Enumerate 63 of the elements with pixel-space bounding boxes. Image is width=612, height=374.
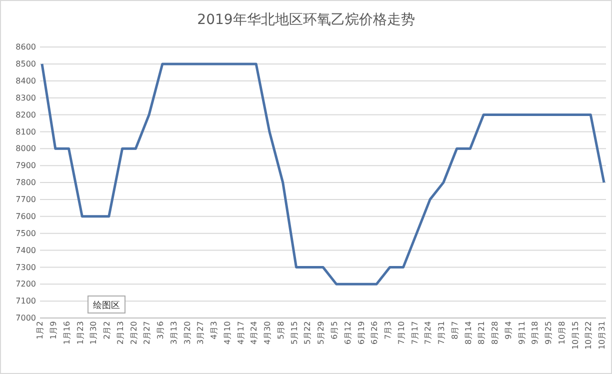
x-tick-label: 5月15 — [290, 321, 299, 344]
x-tick-label: 8月28 — [490, 321, 500, 344]
x-tick-label: 10月15 — [570, 321, 580, 350]
annotation: 绘图区 — [93, 300, 120, 311]
x-tick-label: 3月13 — [169, 321, 178, 344]
y-tick-label: 8200 — [16, 110, 36, 120]
y-tick-label: 7300 — [16, 262, 36, 272]
x-tick-label: 1月23 — [76, 321, 85, 344]
y-tick-label: 8600 — [16, 42, 36, 52]
y-tick-label: 7000 — [16, 314, 36, 323]
x-tick-label: 1月9 — [48, 321, 58, 340]
x-tick-label: 10月31 — [598, 321, 607, 350]
x-tick-label: 2月13 — [116, 321, 125, 344]
x-tick-label: 7月10 — [396, 321, 406, 344]
x-tick-label: 6月12 — [343, 321, 352, 344]
y-tick-label: 7700 — [16, 194, 36, 204]
y-tick-label: 8300 — [16, 93, 36, 102]
y-tick-label: 7900 — [16, 161, 36, 170]
y-tick-label: 7100 — [16, 296, 36, 306]
x-tick-label: 4月10 — [222, 321, 232, 344]
y-tick-label: 7200 — [16, 280, 36, 289]
x-tick-label: 8月21 — [477, 321, 486, 344]
x-tick-label: 10月8 — [557, 321, 566, 344]
x-tick-label: 3月27 — [196, 321, 206, 344]
chart-title: 2019年华北地区环氧乙烷价格走势 — [197, 12, 415, 28]
x-tick-label: 2月2 — [102, 321, 112, 340]
x-tick-label: 10月22 — [584, 321, 594, 350]
x-tick-label: 1月30 — [89, 321, 98, 344]
x-tick-label: 7月3 — [384, 321, 393, 340]
x-tick-label: 7月24 — [424, 321, 433, 344]
line-series — [40, 62, 606, 286]
y-tick-label: 8100 — [16, 127, 36, 136]
x-tick-label: 1月2 — [36, 321, 45, 340]
y-tick-label: 7800 — [16, 178, 36, 188]
y-tick-label: 8000 — [16, 144, 36, 154]
x-tick-label: 4月17 — [236, 321, 246, 344]
x-tick-label: 6月26 — [370, 321, 380, 344]
x-tick-label: 2月20 — [129, 321, 138, 344]
x-tick-label: 5月22 — [303, 321, 312, 344]
x-tick-label: 7月17 — [410, 321, 420, 344]
x-tick-label: 4月30 — [263, 321, 272, 344]
x-tick-label: 9月4 — [504, 321, 513, 340]
x-tick-label: 9月18 — [530, 321, 540, 344]
x-tick-label: 4月24 — [250, 321, 259, 344]
y-tick-label: 7500 — [16, 228, 36, 238]
x-tick-label: 7月31 — [437, 321, 446, 344]
x-tick-label: 8月14 — [464, 321, 473, 344]
x-tick-label: 9月11 — [517, 321, 526, 344]
y-tick-label: 7600 — [16, 212, 36, 221]
x-tick-label: 5月29 — [316, 321, 326, 344]
x-tick-label: 6月5 — [330, 321, 339, 340]
y-tick-label: 8500 — [16, 60, 36, 68]
y-tick-label: 8400 — [16, 76, 36, 86]
x-tick-label: 5月8 — [276, 321, 286, 340]
x-tick-label: 1月16 — [62, 321, 72, 344]
x-tick-label: 2月27 — [142, 321, 152, 344]
x-tick-label: 3月6 — [156, 321, 166, 340]
x-tick-label: 6月19 — [356, 321, 366, 344]
x-tick-label: 4月3 — [210, 321, 219, 340]
x-tick-label: 8月7 — [450, 321, 460, 340]
x-tick-label: 9月25 — [544, 321, 554, 344]
x-tick-label: 3月20 — [182, 321, 192, 344]
y-tick-label: 7400 — [16, 246, 36, 255]
